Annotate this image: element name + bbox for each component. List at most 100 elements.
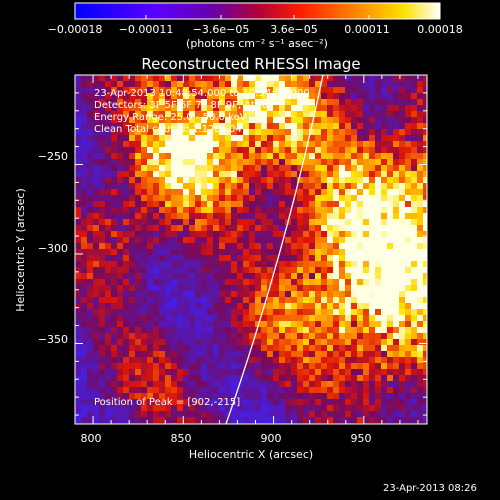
heatmap-cell [285, 243, 292, 250]
heatmap-cell [237, 111, 244, 118]
heatmap-cell [75, 261, 82, 268]
heatmap-cell [123, 327, 130, 334]
heatmap-cell [267, 219, 274, 226]
heatmap-cell [159, 369, 166, 376]
heatmap-cell [201, 177, 208, 184]
heatmap-cell [243, 81, 250, 88]
heatmap-cell [381, 231, 388, 238]
heatmap-cell [327, 399, 334, 406]
heatmap-cell [219, 267, 226, 274]
heatmap-cell [207, 135, 214, 142]
heatmap-cell [267, 309, 274, 316]
heatmap-cell [327, 93, 334, 100]
heatmap-cell [105, 99, 112, 106]
heatmap-cell [303, 411, 310, 418]
heatmap-cell [213, 129, 220, 136]
heatmap-cell [303, 333, 310, 340]
heatmap-cell [333, 99, 340, 106]
heatmap-cell [291, 147, 298, 154]
heatmap-cell [249, 87, 256, 94]
heatmap-cell [177, 123, 184, 130]
heatmap-cell [363, 147, 370, 154]
heatmap-cell [99, 351, 106, 358]
heatmap-cell [135, 231, 142, 238]
heatmap-cell [285, 183, 292, 190]
heatmap-cell [261, 117, 268, 124]
heatmap-cell [315, 129, 322, 136]
heatmap-cell [411, 387, 418, 394]
heatmap-cell [171, 123, 178, 130]
heatmap-cell [297, 321, 304, 328]
heatmap-cell [399, 291, 406, 298]
heatmap-cell [207, 231, 214, 238]
heatmap-cell [111, 219, 118, 226]
heatmap-cell [189, 141, 196, 148]
heatmap-cell [309, 327, 316, 334]
heatmap-cell [357, 363, 364, 370]
heatmap-cell [363, 111, 370, 118]
heatmap-cell [255, 333, 262, 340]
heatmap-cell [237, 309, 244, 316]
heatmap-cell [285, 381, 292, 388]
heatmap-cell [171, 183, 178, 190]
heatmap-cell [123, 87, 130, 94]
heatmap-cell [345, 345, 352, 352]
heatmap-cell [141, 141, 148, 148]
heatmap-cell [99, 177, 106, 184]
heatmap-cell [159, 153, 166, 160]
heatmap-cell [327, 171, 334, 178]
heatmap-cell [285, 93, 292, 100]
heatmap-cell [273, 291, 280, 298]
heatmap-cell [345, 249, 352, 256]
heatmap-cell [195, 159, 202, 166]
heatmap-cell [105, 291, 112, 298]
heatmap-cell [381, 147, 388, 154]
heatmap-cell [393, 315, 400, 322]
heatmap-cell [333, 201, 340, 208]
heatmap-cell [123, 285, 130, 292]
heatmap-cell [279, 255, 286, 262]
heatmap-cell [177, 345, 184, 352]
heatmap-cell [75, 315, 82, 322]
heatmap-cell [117, 399, 124, 406]
heatmap-cell [105, 417, 112, 424]
heatmap-cell [285, 369, 292, 376]
heatmap-cell [183, 351, 190, 358]
heatmap-cell [183, 225, 190, 232]
colorbar-tick-label: −3.6e−05 [192, 23, 250, 36]
heatmap-cell [243, 225, 250, 232]
heatmap-cell [327, 129, 334, 136]
heatmap-cell [315, 273, 322, 280]
heatmap-cell [231, 147, 238, 154]
heatmap-cell [393, 93, 400, 100]
heatmap-cell [393, 75, 400, 82]
heatmap-cell [393, 267, 400, 274]
heatmap-cell [93, 369, 100, 376]
heatmap-cell [363, 159, 370, 166]
heatmap-cell [147, 231, 154, 238]
heatmap-cell [213, 201, 220, 208]
heatmap-cell [207, 357, 214, 364]
heatmap-cell [393, 243, 400, 250]
heatmap-cell [105, 393, 112, 400]
heatmap-cell [207, 285, 214, 292]
heatmap-cell [417, 369, 424, 376]
heatmap-cell [393, 201, 400, 208]
heatmap-cell [129, 285, 136, 292]
heatmap-cell [291, 183, 298, 190]
heatmap-cell [351, 213, 358, 220]
heatmap-cell [303, 237, 310, 244]
heatmap-cell [369, 315, 376, 322]
heatmap-cell [243, 87, 250, 94]
heatmap-cell [135, 165, 142, 172]
heatmap-cell [339, 99, 346, 106]
heatmap-cell [141, 375, 148, 382]
heatmap-cell [189, 117, 196, 124]
heatmap-cell [177, 333, 184, 340]
heatmap-cell [255, 117, 262, 124]
heatmap-cell [207, 261, 214, 268]
heatmap-cell [231, 315, 238, 322]
heatmap-cell [285, 201, 292, 208]
heatmap-cell [231, 255, 238, 262]
heatmap-cell [375, 339, 382, 346]
